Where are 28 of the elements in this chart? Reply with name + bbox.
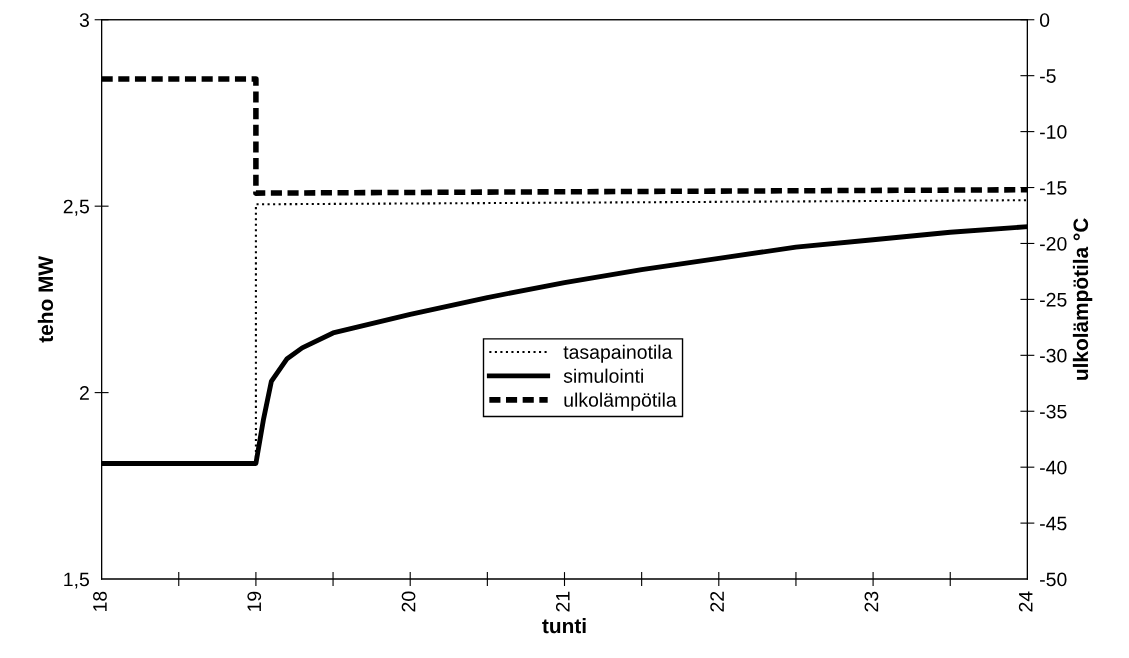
y-tick-label: 2 (79, 386, 89, 400)
y-tick-label: 2,5 (63, 199, 89, 216)
x-tick-label: 19 (247, 591, 262, 611)
x-axis-title: tunti (542, 618, 586, 634)
y2-tick-label: -30 (1040, 348, 1067, 363)
y2-tick-label: -20 (1040, 236, 1067, 251)
x-tick-label: 23 (864, 591, 879, 612)
x-tick-label: 21 (555, 591, 570, 612)
y2-tick-label: 0 (1039, 13, 1050, 27)
y2-axis-title: ulkolämpötila °C (1072, 218, 1093, 380)
legend-label: tasapainotila (563, 344, 673, 363)
y-tick-label: 3 (79, 13, 89, 27)
y-axis-title: teho MW (37, 256, 54, 343)
x-tick-label: 22 (710, 591, 724, 612)
y2-tick-label: -5 (1040, 69, 1056, 83)
x-tick-label: 18 (93, 591, 107, 611)
y2-tick-label: -10 (1040, 125, 1067, 139)
y2-tick-label: -45 (1040, 516, 1067, 531)
legend-label: simulointi (563, 368, 643, 383)
y2-tick-label: -15 (1040, 181, 1067, 195)
x-tick-label: 20 (401, 591, 416, 612)
y-tick-label: 1,5 (64, 572, 89, 589)
y2-tick-label: -50 (1040, 572, 1067, 587)
y2-tick-label: -40 (1040, 460, 1067, 475)
y2-tick-label: -35 (1040, 404, 1067, 419)
legend-label: ulkolämpötila (564, 392, 677, 411)
y2-tick-label: -25 (1040, 292, 1067, 307)
x-tick-label: 24 (1018, 591, 1033, 612)
